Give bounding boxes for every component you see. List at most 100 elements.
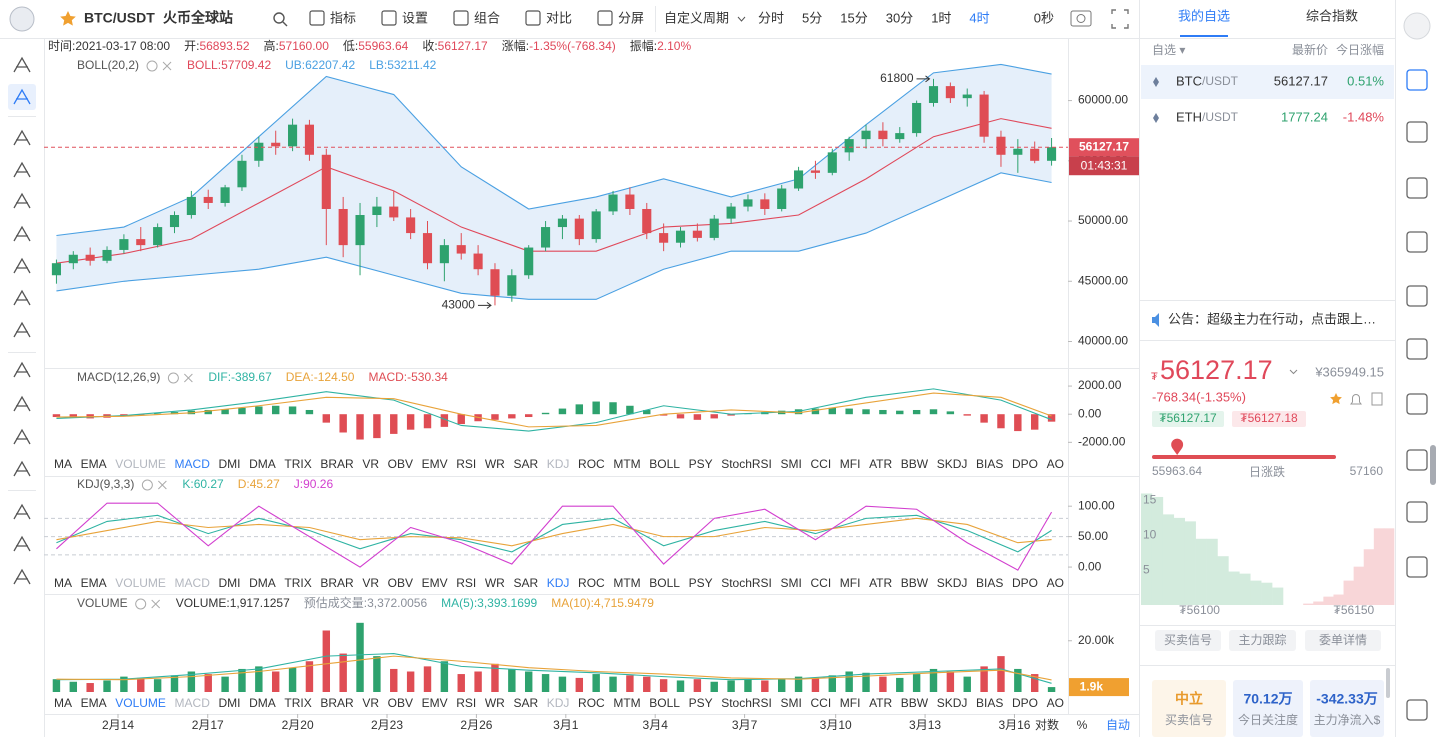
indicator-tab[interactable]: VOLUME <box>115 696 166 710</box>
indicator-tab[interactable]: EMV <box>422 457 448 471</box>
custom-period[interactable]: 自定义周期 <box>664 10 729 25</box>
indicator-tab[interactable]: DMI <box>219 457 241 471</box>
menu-item[interactable]: 指标 <box>330 10 356 25</box>
watch-base[interactable]: ETH <box>1176 109 1202 124</box>
indicator-tab[interactable]: PSY <box>689 696 713 710</box>
indicator-tab[interactable]: BBW <box>901 457 929 471</box>
tool-icon[interactable] <box>13 289 31 306</box>
side-icon[interactable] <box>1406 449 1428 471</box>
indicator-tab[interactable]: RSI <box>456 696 476 710</box>
indicator-tab[interactable]: StochRSI <box>721 576 772 590</box>
indicator-tab[interactable]: EMV <box>422 696 448 710</box>
side-icon[interactable] <box>1406 177 1428 199</box>
tab-watchlist[interactable]: 我的自选 <box>1178 8 1230 23</box>
indicator-tab[interactable]: DMI <box>219 576 241 590</box>
tool-icon[interactable] <box>13 257 31 274</box>
indicator-tab[interactable]: VOLUME <box>115 576 166 590</box>
period[interactable]: 1时 <box>931 10 951 25</box>
indicator-tab[interactable]: DPO <box>1012 576 1038 590</box>
indicator-tab[interactable]: TRIX <box>284 576 311 590</box>
indicator-tab[interactable]: MFI <box>840 576 861 590</box>
indicator-tab[interactable]: MTM <box>613 576 640 590</box>
pane-settings[interactable] <box>167 372 179 384</box>
indicator-tab[interactable]: SKDJ <box>937 696 968 710</box>
tool-icon[interactable] <box>13 321 31 338</box>
indicator-tab[interactable]: RSI <box>456 576 476 590</box>
indicator-tab[interactable]: MFI <box>840 457 861 471</box>
scrollbar[interactable] <box>1386 668 1390 698</box>
indicator-tab[interactable]: MACD <box>175 576 211 590</box>
indicator-tab[interactable]: BRAR <box>320 576 354 590</box>
favorite-star[interactable] <box>60 11 76 26</box>
tool-icon[interactable] <box>13 56 31 73</box>
indicator-tab[interactable]: SKDJ <box>937 457 968 471</box>
indicator-tab[interactable]: StochRSI <box>721 457 772 471</box>
tool-icon[interactable] <box>13 161 31 178</box>
indicator-tab[interactable]: KDJ <box>547 696 570 710</box>
screenshot-icon[interactable] <box>1070 10 1092 27</box>
indicator-tab[interactable]: MA <box>54 576 72 590</box>
indicator-tab[interactable]: BOLL <box>649 457 680 471</box>
indicator-tab[interactable]: SKDJ <box>937 576 968 590</box>
indicator-tab[interactable]: EMA <box>81 576 107 590</box>
logo[interactable] <box>9 6 35 32</box>
indicator-tab[interactable]: BBW <box>901 696 929 710</box>
side-icon[interactable] <box>1406 285 1428 307</box>
indicator-tab[interactable]: DPO <box>1012 457 1038 471</box>
favorite-star[interactable] <box>1330 393 1342 405</box>
alert-icon[interactable] <box>1350 394 1362 405</box>
side-icon[interactable] <box>1406 501 1428 523</box>
indicator-tab[interactable]: BRAR <box>320 696 354 710</box>
indicator-tab[interactable]: MFI <box>840 696 861 710</box>
indicator-tab[interactable]: PSY <box>689 457 713 471</box>
tool-icon[interactable] <box>13 535 31 552</box>
bid-button[interactable] <box>1152 411 1224 427</box>
indicator-tab[interactable]: VOLUME <box>115 457 166 471</box>
period[interactable]: 4时 <box>969 10 989 25</box>
tool-icon[interactable] <box>13 129 31 146</box>
indicator-tab[interactable]: DMA <box>249 457 276 471</box>
indicator-tab[interactable]: SMI <box>781 696 802 710</box>
indicator-tab[interactable]: MA <box>54 696 72 710</box>
indicator-tab[interactable]: EMV <box>422 576 448 590</box>
avatar[interactable] <box>1403 12 1431 40</box>
tool-icon[interactable] <box>13 192 31 209</box>
indicator-tab[interactable]: VR <box>362 576 379 590</box>
indicator-tab[interactable]: ROC <box>578 576 605 590</box>
period[interactable]: 5分 <box>802 10 822 25</box>
indicator-tab[interactable]: CCI <box>810 576 831 590</box>
indicator-tab[interactable]: SAR <box>513 576 538 590</box>
tool-icon[interactable] <box>13 503 31 520</box>
indicator-tab[interactable]: MTM <box>613 457 640 471</box>
list-group[interactable]: 自选 ▾ <box>1152 43 1185 57</box>
signal-button[interactable] <box>1305 630 1381 651</box>
detail-icon[interactable] <box>1371 392 1383 406</box>
indicator-tab[interactable]: ATR <box>869 696 892 710</box>
indicator-tab[interactable]: KDJ <box>547 457 570 471</box>
indicator-tab[interactable]: OBV <box>388 696 413 710</box>
indicator-tab[interactable]: BIAS <box>976 696 1003 710</box>
indicator-tab[interactable]: MACD <box>175 696 211 710</box>
indicator-tab[interactable]: MACD <box>175 457 211 471</box>
indicator-tab[interactable]: BIAS <box>976 576 1003 590</box>
pane-settings[interactable] <box>135 598 147 610</box>
percent-toggle[interactable]: % <box>1077 718 1088 732</box>
period[interactable]: 15分 <box>840 10 867 25</box>
indicator-tab[interactable]: BOLL <box>649 696 680 710</box>
scrollbar[interactable] <box>1430 445 1436 485</box>
tool-icon[interactable] <box>13 568 31 585</box>
menu-item[interactable]: 对比 <box>546 10 572 25</box>
indicator-tab[interactable]: OBV <box>388 576 413 590</box>
indicator-tab[interactable]: VR <box>362 457 379 471</box>
pane-close[interactable] <box>158 480 167 490</box>
indicator-tab[interactable]: ATR <box>869 576 892 590</box>
side-icon[interactable] <box>1406 699 1428 721</box>
indicator-tab[interactable]: MA <box>54 457 72 471</box>
indicator-tab[interactable]: ROC <box>578 457 605 471</box>
indicator-tab[interactable]: CCI <box>810 696 831 710</box>
indicator-tab[interactable]: OBV <box>388 457 413 471</box>
indicator-tab[interactable]: BRAR <box>320 457 354 471</box>
fullscreen-icon[interactable] <box>1111 9 1129 29</box>
pane-settings[interactable] <box>146 60 158 72</box>
pane-close[interactable] <box>151 599 161 609</box>
